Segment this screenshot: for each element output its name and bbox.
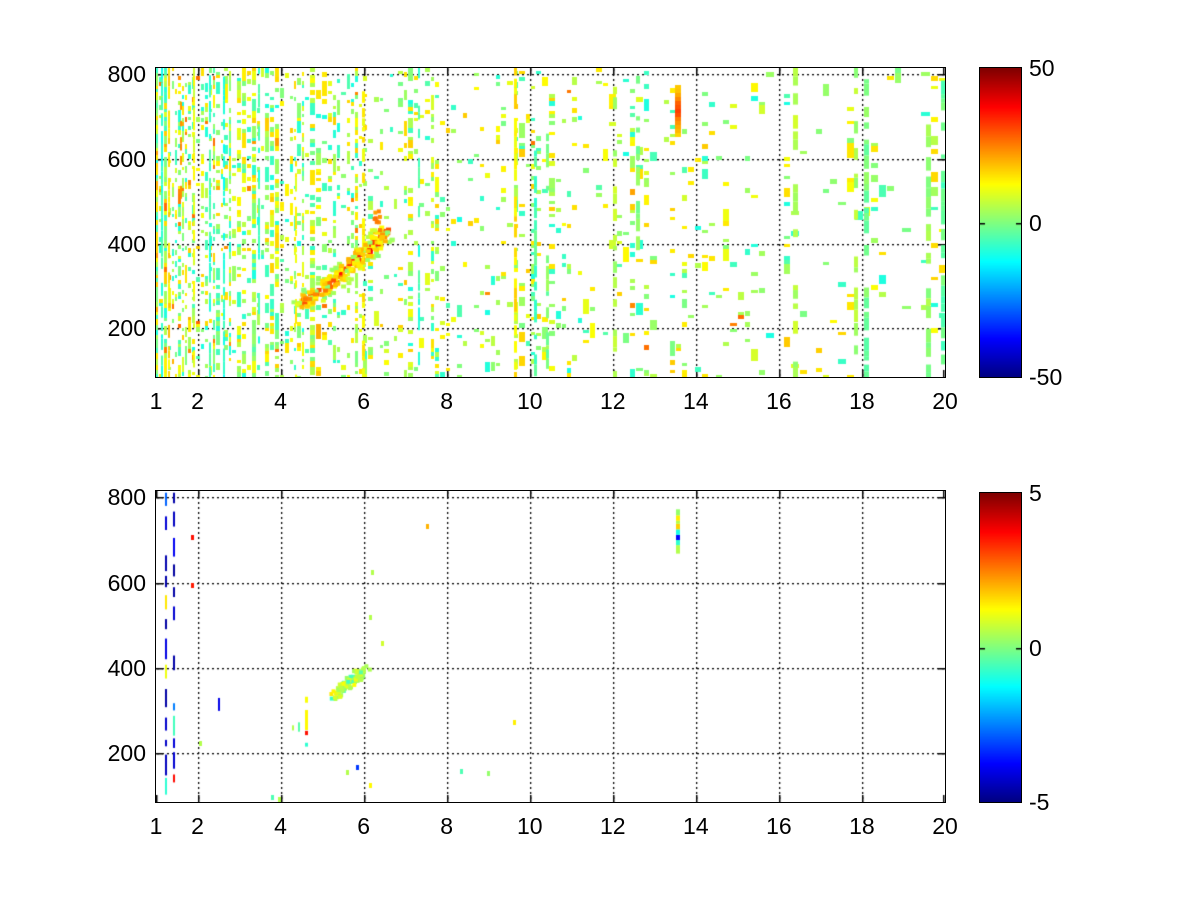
- x-tick-label: 2: [191, 388, 204, 414]
- y-tick-label: 800: [107, 484, 146, 511]
- y-tick-label: 200: [107, 315, 146, 342]
- x-tick-label: 1: [149, 813, 163, 839]
- y-tick-label: 800: [107, 61, 146, 88]
- x-tick-label: 12: [599, 388, 626, 414]
- x-tick-label: 20: [932, 388, 958, 414]
- y-tick-label: 200: [107, 740, 146, 766]
- colorbar-bottom: [979, 492, 1022, 803]
- x-tick-label: 20: [932, 813, 958, 839]
- colorbar-tick-label: -50: [1029, 364, 1063, 390]
- axes-bottom: [155, 490, 946, 803]
- x-tick-label: 16: [766, 813, 792, 839]
- axes-top: [155, 67, 946, 378]
- colorbar-tick-label: 0: [1029, 634, 1042, 661]
- x-tick-label: 10: [516, 813, 543, 839]
- x-tick-label: 14: [683, 813, 709, 839]
- y-tick-label: 600: [107, 569, 146, 596]
- colorbar-tick-label: 5: [1029, 480, 1042, 506]
- x-tick-label: 10: [516, 388, 543, 414]
- y-tick-label: 400: [107, 230, 146, 257]
- colorbar-tick-label: 50: [1029, 55, 1055, 81]
- x-tick-label: 1: [149, 388, 163, 414]
- x-tick-label: 8: [440, 813, 454, 839]
- colorbar-tick-label: -5: [1029, 789, 1050, 815]
- x-tick-label: 16: [766, 388, 792, 414]
- x-tick-label: 8: [440, 388, 454, 414]
- x-tick-label: 4: [274, 813, 287, 839]
- colorbar-gradient-top: [980, 68, 1021, 377]
- x-tick-label: 6: [357, 388, 371, 414]
- x-tick-label: 18: [849, 388, 875, 414]
- y-tick-label: 600: [107, 146, 146, 172]
- colorbar-top: [979, 67, 1022, 378]
- heatmap-bottom: [156, 491, 945, 802]
- x-tick-label: 6: [357, 813, 371, 839]
- colorbar-gradient-bottom: [980, 493, 1021, 802]
- x-tick-label: 2: [191, 813, 204, 839]
- heatmap-top: [156, 68, 945, 377]
- colorbar-tick-label: 0: [1029, 209, 1042, 236]
- x-tick-label: 4: [274, 388, 287, 414]
- x-tick-label: 14: [683, 388, 709, 414]
- y-tick-label: 400: [107, 654, 146, 681]
- x-tick-label: 18: [849, 813, 875, 839]
- x-tick-label: 12: [599, 813, 626, 839]
